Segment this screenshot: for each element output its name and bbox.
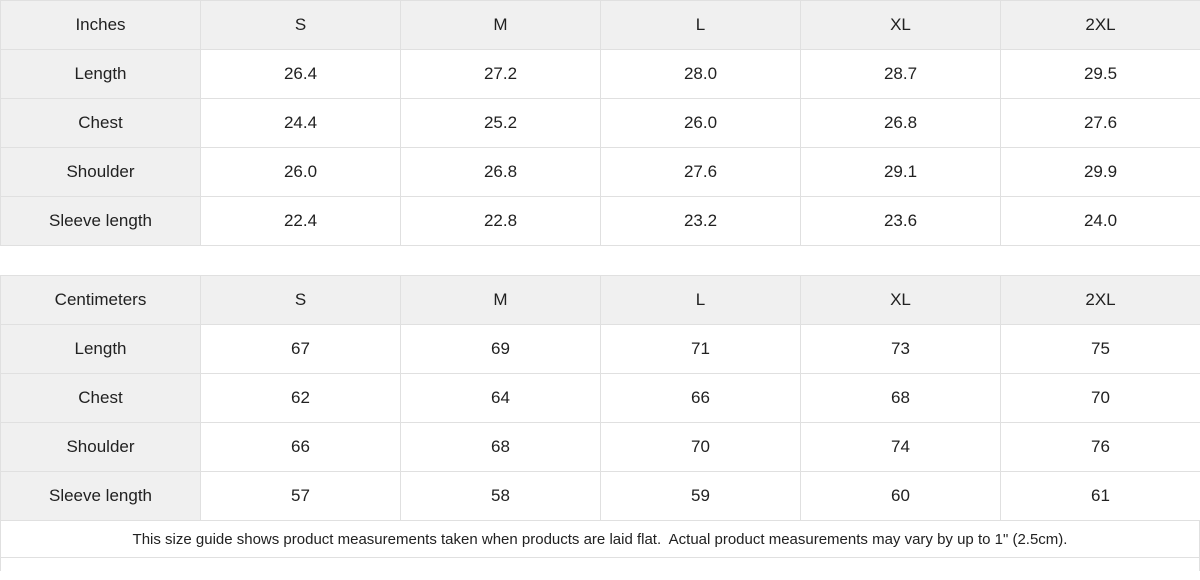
- measurement-cell: 66: [600, 373, 801, 423]
- table-row: Length 26.4 27.2 28.0 28.7 29.5: [0, 49, 1200, 99]
- unit-header-cell: Inches: [0, 0, 201, 50]
- measurement-cell: 58: [400, 471, 601, 521]
- size-guide-note-text: This size guide shows product measuremen…: [132, 530, 1068, 548]
- measurement-cell: 66: [200, 422, 401, 472]
- size-header-cell: S: [200, 275, 401, 325]
- row-label-cell: Shoulder: [0, 147, 201, 197]
- row-label-cell: Length: [0, 49, 201, 99]
- measurement-cell: 27.6: [1000, 98, 1200, 148]
- measurement-cell: 62: [200, 373, 401, 423]
- row-label-cell: Sleeve length: [0, 471, 201, 521]
- measurement-cell: 75: [1000, 324, 1200, 374]
- row-label-cell: Sleeve length: [0, 196, 201, 246]
- size-header-cell: M: [400, 0, 601, 50]
- row-label-cell: Length: [0, 324, 201, 374]
- table-row: Length 67 69 71 73 75: [0, 324, 1200, 374]
- measurement-cell: 70: [1000, 373, 1200, 423]
- measurement-cell: 24.4: [200, 98, 401, 148]
- cutoff-row: [0, 558, 1200, 571]
- measurement-cell: 76: [1000, 422, 1200, 472]
- measurement-cell: 57: [200, 471, 401, 521]
- size-header-cell: L: [600, 0, 801, 50]
- measurement-cell: 29.5: [1000, 49, 1200, 99]
- measurement-cell: 23.2: [600, 196, 801, 246]
- unit-header-cell: Centimeters: [0, 275, 201, 325]
- row-label-cell: Chest: [0, 373, 201, 423]
- measurement-cell: 25.2: [400, 98, 601, 148]
- measurement-cell: 28.0: [600, 49, 801, 99]
- size-guide-note: This size guide shows product measuremen…: [0, 521, 1200, 558]
- table-row: Sleeve length 22.4 22.8 23.2 23.6 24.0: [0, 196, 1200, 246]
- measurement-cell: 26.4: [200, 49, 401, 99]
- size-header-cell: M: [400, 275, 601, 325]
- table-row: Chest 62 64 66 68 70: [0, 373, 1200, 423]
- header-row: Inches S M L XL 2XL: [0, 0, 1200, 50]
- measurement-cell: 61: [1000, 471, 1200, 521]
- size-table-centimeters: Centimeters S M L XL 2XL Length 67 69 71 73 75 Chest…: [0, 275, 1200, 521]
- measurement-cell: 29.9: [1000, 147, 1200, 197]
- measurement-cell: 69: [400, 324, 601, 374]
- table-row: Shoulder 66 68 70 74 76: [0, 422, 1200, 472]
- measurement-cell: 70: [600, 422, 801, 472]
- measurement-cell: 22.8: [400, 196, 601, 246]
- measurement-cell: 60: [800, 471, 1001, 521]
- size-header-cell: XL: [800, 275, 1001, 325]
- header-row: Centimeters S M L XL 2XL: [0, 275, 1200, 325]
- size-header-cell: L: [600, 275, 801, 325]
- table-row: Chest 24.4 25.2 26.0 26.8 27.6: [0, 98, 1200, 148]
- measurement-cell: 64: [400, 373, 601, 423]
- measurement-cell: 26.8: [400, 147, 601, 197]
- size-header-cell: 2XL: [1000, 0, 1200, 50]
- measurement-cell: 29.1: [800, 147, 1001, 197]
- measurement-cell: 59: [600, 471, 801, 521]
- measurement-cell: 26.8: [800, 98, 1001, 148]
- measurement-cell: 26.0: [200, 147, 401, 197]
- measurement-cell: 23.6: [800, 196, 1001, 246]
- row-label-cell: Chest: [0, 98, 201, 148]
- table-row: Sleeve length 57 58 59 60 61: [0, 471, 1200, 521]
- measurement-cell: 24.0: [1000, 196, 1200, 246]
- measurement-cell: 28.7: [800, 49, 1001, 99]
- size-header-cell: 2XL: [1000, 275, 1200, 325]
- measurement-cell: 68: [400, 422, 601, 472]
- measurement-cell: 26.0: [600, 98, 801, 148]
- measurement-cell: 73: [800, 324, 1001, 374]
- measurement-cell: 27.2: [400, 49, 601, 99]
- size-table-inches: Inches S M L XL 2XL Length 26.4 27.2 28.0 28.7 29.5…: [0, 0, 1200, 246]
- table-spacer: [0, 246, 1200, 275]
- measurement-cell: 71: [600, 324, 801, 374]
- measurement-cell: 74: [800, 422, 1001, 472]
- size-header-cell: XL: [800, 0, 1001, 50]
- measurement-cell: 67: [200, 324, 401, 374]
- measurement-cell: 68: [800, 373, 1001, 423]
- size-header-cell: S: [200, 0, 401, 50]
- measurement-cell: 22.4: [200, 196, 401, 246]
- row-label-cell: Shoulder: [0, 422, 201, 472]
- measurement-cell: 27.6: [600, 147, 801, 197]
- table-row: Shoulder 26.0 26.8 27.6 29.1 29.9: [0, 147, 1200, 197]
